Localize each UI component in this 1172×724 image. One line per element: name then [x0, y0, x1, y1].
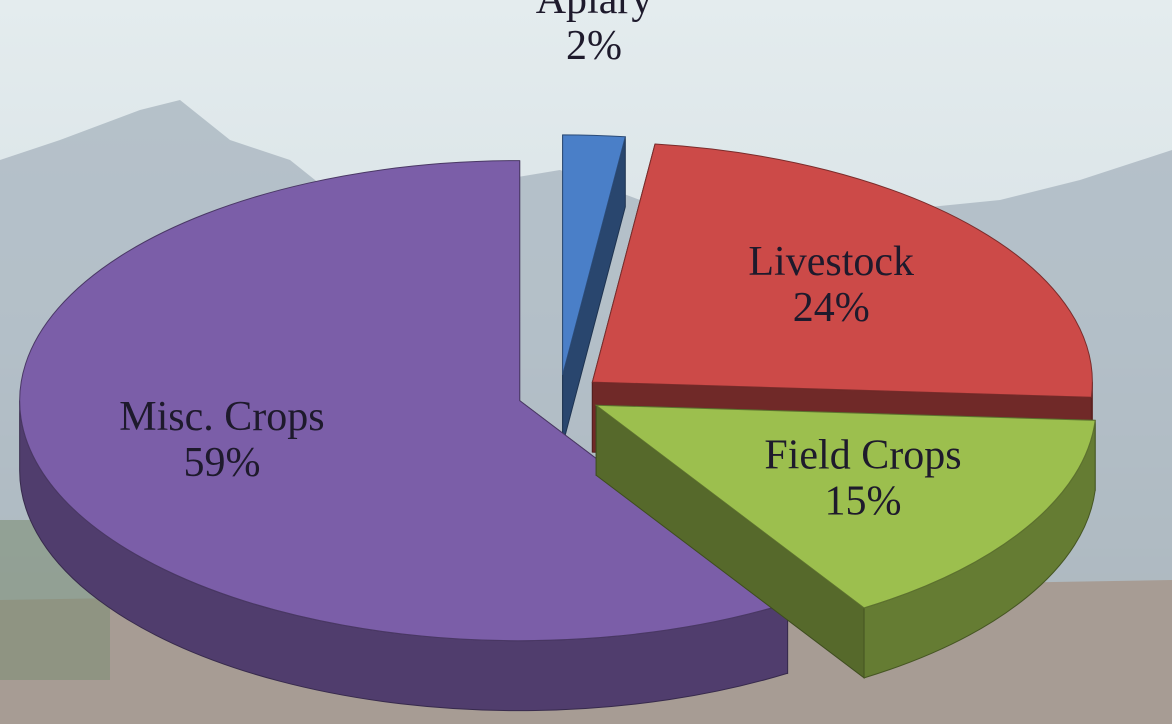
- value-label: 24%: [793, 285, 870, 331]
- slice-top: [19, 160, 789, 642]
- slice: [562, 134, 626, 446]
- value-label: 2%: [566, 23, 622, 69]
- category-label: Apiary: [536, 0, 653, 23]
- slice-top: [594, 404, 1096, 609]
- value-label: 59%: [183, 440, 260, 486]
- slice: [591, 143, 1093, 468]
- slice: [19, 160, 789, 712]
- category-label: Misc. Crops: [119, 394, 324, 440]
- slice-top: [562, 134, 626, 376]
- slice-top: [591, 143, 1093, 398]
- category-label: Livestock: [748, 239, 914, 285]
- category-label: Field Crops: [764, 433, 961, 479]
- value-label: 15%: [824, 479, 901, 525]
- slice: [594, 404, 1096, 679]
